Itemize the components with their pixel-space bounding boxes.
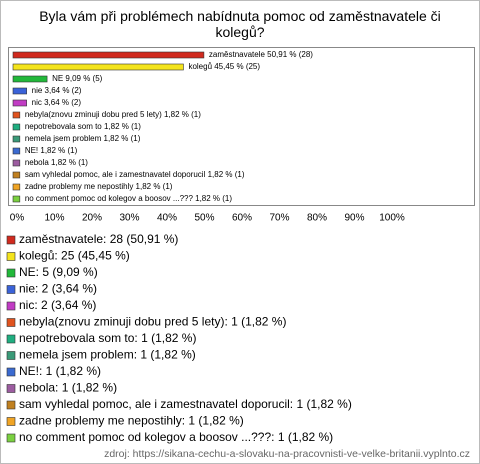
legend-swatch bbox=[6, 252, 16, 261]
data-label: nemela jsem problem 1,82 % (1) bbox=[25, 134, 141, 143]
x-tick-label: 0% bbox=[10, 213, 25, 224]
bar bbox=[12, 87, 27, 95]
bar bbox=[12, 123, 21, 131]
legend-swatch bbox=[6, 318, 16, 327]
legend-swatch bbox=[6, 334, 16, 344]
x-tick-label: 50% bbox=[194, 213, 214, 224]
legend-swatch bbox=[6, 384, 16, 393]
legend-swatch bbox=[6, 268, 16, 278]
legend-swatch bbox=[6, 235, 16, 245]
bar bbox=[12, 63, 184, 71]
data-label: kolegů 45,45 % (25) bbox=[188, 62, 260, 71]
source: zdroj: https://sikana-cechu-a-slovaku-na… bbox=[104, 448, 470, 460]
legend-swatch bbox=[6, 367, 16, 377]
bar bbox=[12, 195, 21, 203]
legend-label: kolegů: 25 (45,45 %) bbox=[19, 249, 130, 263]
legend-swatch bbox=[6, 417, 16, 426]
x-tick-label: 90% bbox=[344, 213, 364, 224]
bar bbox=[12, 171, 21, 179]
data-label: zaměstnavatele 50,91 % (28) bbox=[209, 50, 313, 59]
legend-swatch bbox=[6, 285, 16, 294]
legend-label: NE: 5 (9,09 %) bbox=[19, 265, 98, 279]
legend-label: sam vyhledal pomoc, ale i zamestnavatel … bbox=[19, 397, 352, 411]
bar bbox=[12, 183, 21, 191]
legend-label: nebyla(znovu zminuji dobu pred 5 lety): … bbox=[19, 315, 286, 329]
data-label: nebyla(znovu zminuji dobu pred 5 lety) 1… bbox=[25, 110, 201, 119]
legend-label: no comment pomoc od kolegov a boosov ...… bbox=[19, 430, 333, 444]
x-tick-label: 40% bbox=[157, 213, 177, 224]
data-label: nepotrebovala som to 1,82 % (1) bbox=[25, 122, 141, 131]
plot-box bbox=[8, 47, 475, 206]
legend-label: zadne problemy me nepostihly: 1 (1,82 %) bbox=[19, 414, 244, 428]
x-tick-label: 70% bbox=[269, 213, 289, 224]
data-label: nic 3,64 % (2) bbox=[32, 98, 82, 107]
data-label: sam vyhledal pomoc, ale i zamestnavatel … bbox=[25, 170, 245, 179]
x-tick-label: 100% bbox=[379, 213, 405, 224]
bar bbox=[12, 75, 48, 83]
legend-label: zaměstnavatele: 28 (50,91 %) bbox=[19, 232, 178, 246]
legend-label: nic: 2 (3,64 %) bbox=[19, 298, 96, 312]
bar bbox=[12, 159, 21, 167]
legend-swatch bbox=[6, 433, 16, 443]
legend-label: nemela jsem problem: 1 (1,82 %) bbox=[19, 348, 196, 362]
bar bbox=[12, 147, 21, 155]
chart-title: Byla vám při problémech nabídnuta pomoc … bbox=[39, 8, 441, 40]
x-tick-label: 80% bbox=[307, 213, 327, 224]
legend-swatch bbox=[6, 351, 16, 360]
data-label: NE 9,09 % (5) bbox=[52, 74, 103, 83]
bar bbox=[12, 51, 205, 59]
bar bbox=[12, 99, 27, 107]
x-tick-label: 30% bbox=[119, 213, 139, 224]
x-tick-label: 60% bbox=[232, 213, 252, 224]
data-label: no comment pomoc od kolegov a boosov ...… bbox=[25, 194, 233, 203]
data-label: zadne problemy me nepostihly 1,82 % (1) bbox=[25, 182, 173, 191]
data-label: nebola 1,82 % (1) bbox=[25, 158, 88, 167]
bar bbox=[12, 135, 21, 143]
legend-label: nepotrebovala som to: 1 (1,82 %) bbox=[19, 331, 196, 345]
legend-swatch bbox=[6, 301, 16, 311]
x-tick-label: 10% bbox=[44, 213, 64, 224]
x-tick-label: 20% bbox=[82, 213, 102, 224]
data-label: nie 3,64 % (2) bbox=[32, 86, 82, 95]
bar bbox=[12, 111, 21, 119]
legend-swatch bbox=[6, 400, 16, 410]
legend-label: nie: 2 (3,64 %) bbox=[19, 282, 97, 296]
data-label: NE! 1,82 % (1) bbox=[25, 146, 78, 155]
legend-label: NE!: 1 (1,82 %) bbox=[19, 364, 101, 378]
legend-label: nebola: 1 (1,82 %) bbox=[19, 381, 117, 395]
